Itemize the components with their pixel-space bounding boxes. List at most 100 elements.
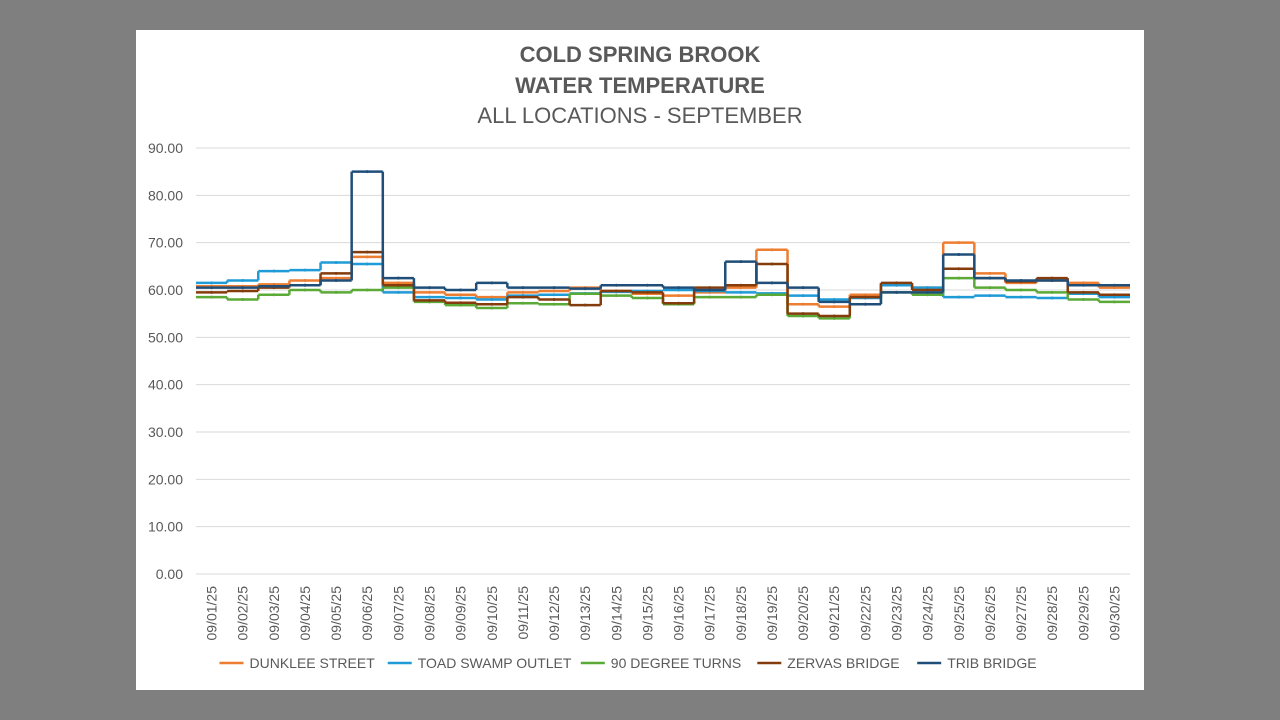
- data-point: [739, 286, 743, 290]
- y-tick-label: 70.00: [148, 235, 183, 251]
- data-point: [552, 297, 556, 301]
- data-point: [365, 262, 369, 266]
- x-tick-label: 09/14/25: [608, 586, 624, 641]
- legend-item: 90 DEGREE TURNS: [580, 655, 741, 671]
- x-tick-label: 09/06/25: [359, 586, 375, 641]
- data-point: [708, 288, 712, 292]
- data-point: [677, 288, 681, 292]
- data-point: [739, 290, 743, 294]
- data-point: [210, 281, 214, 285]
- data-point: [428, 290, 431, 294]
- data-point: [832, 305, 836, 309]
- data-point: [801, 294, 805, 298]
- x-tick-label: 09/12/25: [546, 586, 562, 641]
- data-point: [801, 302, 805, 306]
- x-tick-label: 09/15/25: [639, 586, 655, 641]
- data-point: [428, 286, 431, 290]
- data-point: [957, 253, 961, 256]
- data-point: [365, 170, 369, 174]
- data-point: [1050, 279, 1054, 283]
- data-point: [552, 302, 556, 306]
- data-point: [895, 290, 898, 294]
- data-point: [988, 276, 992, 280]
- x-tick-label: 09/01/25: [204, 586, 220, 641]
- data-point: [614, 283, 618, 287]
- data-point: [459, 288, 463, 292]
- data-point: [459, 303, 463, 307]
- data-point: [552, 289, 556, 293]
- x-tick-label: 09/24/25: [920, 586, 936, 641]
- x-tick-label: 09/20/25: [795, 586, 811, 641]
- data-point: [1112, 283, 1116, 287]
- x-tick-label: 09/17/25: [702, 586, 718, 641]
- x-tick-label: 09/13/25: [577, 586, 593, 641]
- data-point: [334, 271, 338, 275]
- data-point: [770, 293, 774, 297]
- chart-title-line2: WATER TEMPERATURE: [515, 73, 765, 98]
- x-tick-label: 09/23/25: [889, 586, 905, 641]
- data-point: [334, 279, 338, 283]
- x-tick-label: 09/29/25: [1075, 586, 1091, 641]
- data-point: [988, 271, 992, 275]
- y-tick-label: 20.00: [148, 471, 183, 487]
- data-point: [614, 289, 618, 293]
- data-point: [1019, 288, 1023, 292]
- x-tick-label: 09/21/25: [826, 586, 842, 641]
- data-point: [801, 314, 805, 318]
- y-tick-label: 40.00: [148, 377, 183, 393]
- x-tick-label: 09/19/25: [764, 586, 780, 641]
- data-point: [832, 300, 836, 304]
- data-point: [832, 297, 836, 301]
- data-point: [988, 294, 992, 298]
- data-point: [365, 255, 369, 259]
- data-point: [396, 286, 400, 290]
- x-tick-label: 09/30/25: [1106, 586, 1122, 641]
- chart-area: COLD SPRING BROOK WATER TEMPERATURE ALL …: [136, 30, 1144, 690]
- data-point: [365, 250, 369, 254]
- data-point: [739, 260, 743, 264]
- series-line: [196, 170, 1130, 306]
- y-tick-label: 50.00: [148, 329, 183, 345]
- data-point: [490, 297, 494, 301]
- data-point: [210, 295, 214, 299]
- data-point: [957, 267, 961, 271]
- data-point: [614, 294, 618, 298]
- x-tick-label: 09/26/25: [982, 586, 998, 641]
- y-tick-label: 10.00: [148, 519, 183, 535]
- data-point: [801, 286, 805, 290]
- legend-item: TOAD SWAMP OUTLET: [387, 655, 572, 671]
- data-point: [1112, 295, 1116, 299]
- data-point: [365, 288, 369, 292]
- data-point: [988, 286, 992, 290]
- data-point: [957, 295, 961, 299]
- data-point: [863, 295, 867, 299]
- legend-label: TRIB BRIDGE: [947, 655, 1036, 671]
- y-tick-label: 90.00: [148, 140, 183, 156]
- data-point: [334, 290, 338, 294]
- data-point: [770, 262, 774, 266]
- data-point: [396, 276, 400, 280]
- data-point: [1081, 283, 1085, 287]
- data-point: [1081, 281, 1085, 285]
- data-point: [1081, 297, 1085, 301]
- data-point: [1112, 286, 1116, 290]
- data-point: [645, 296, 649, 300]
- data-point: [459, 296, 463, 300]
- data-point: [396, 281, 400, 285]
- data-point: [241, 289, 245, 293]
- chart-title: COLD SPRING BROOK: [520, 42, 761, 67]
- data-point: [552, 286, 556, 290]
- x-tick-label: 09/03/25: [266, 586, 282, 641]
- data-point: [1050, 276, 1054, 280]
- data-point: [1112, 300, 1116, 304]
- data-point: [677, 301, 681, 305]
- data-point: [677, 286, 681, 290]
- legend-label: 90 DEGREE TURNS: [611, 655, 741, 671]
- legend-item: ZERVAS BRIDGE: [757, 655, 900, 671]
- legend-item: TRIB BRIDGE: [917, 655, 1037, 671]
- data-point: [1019, 295, 1023, 299]
- series-trib-bridge: [196, 170, 1130, 306]
- data-point: [521, 295, 525, 299]
- data-point: [303, 279, 307, 283]
- data-point: [1112, 293, 1116, 297]
